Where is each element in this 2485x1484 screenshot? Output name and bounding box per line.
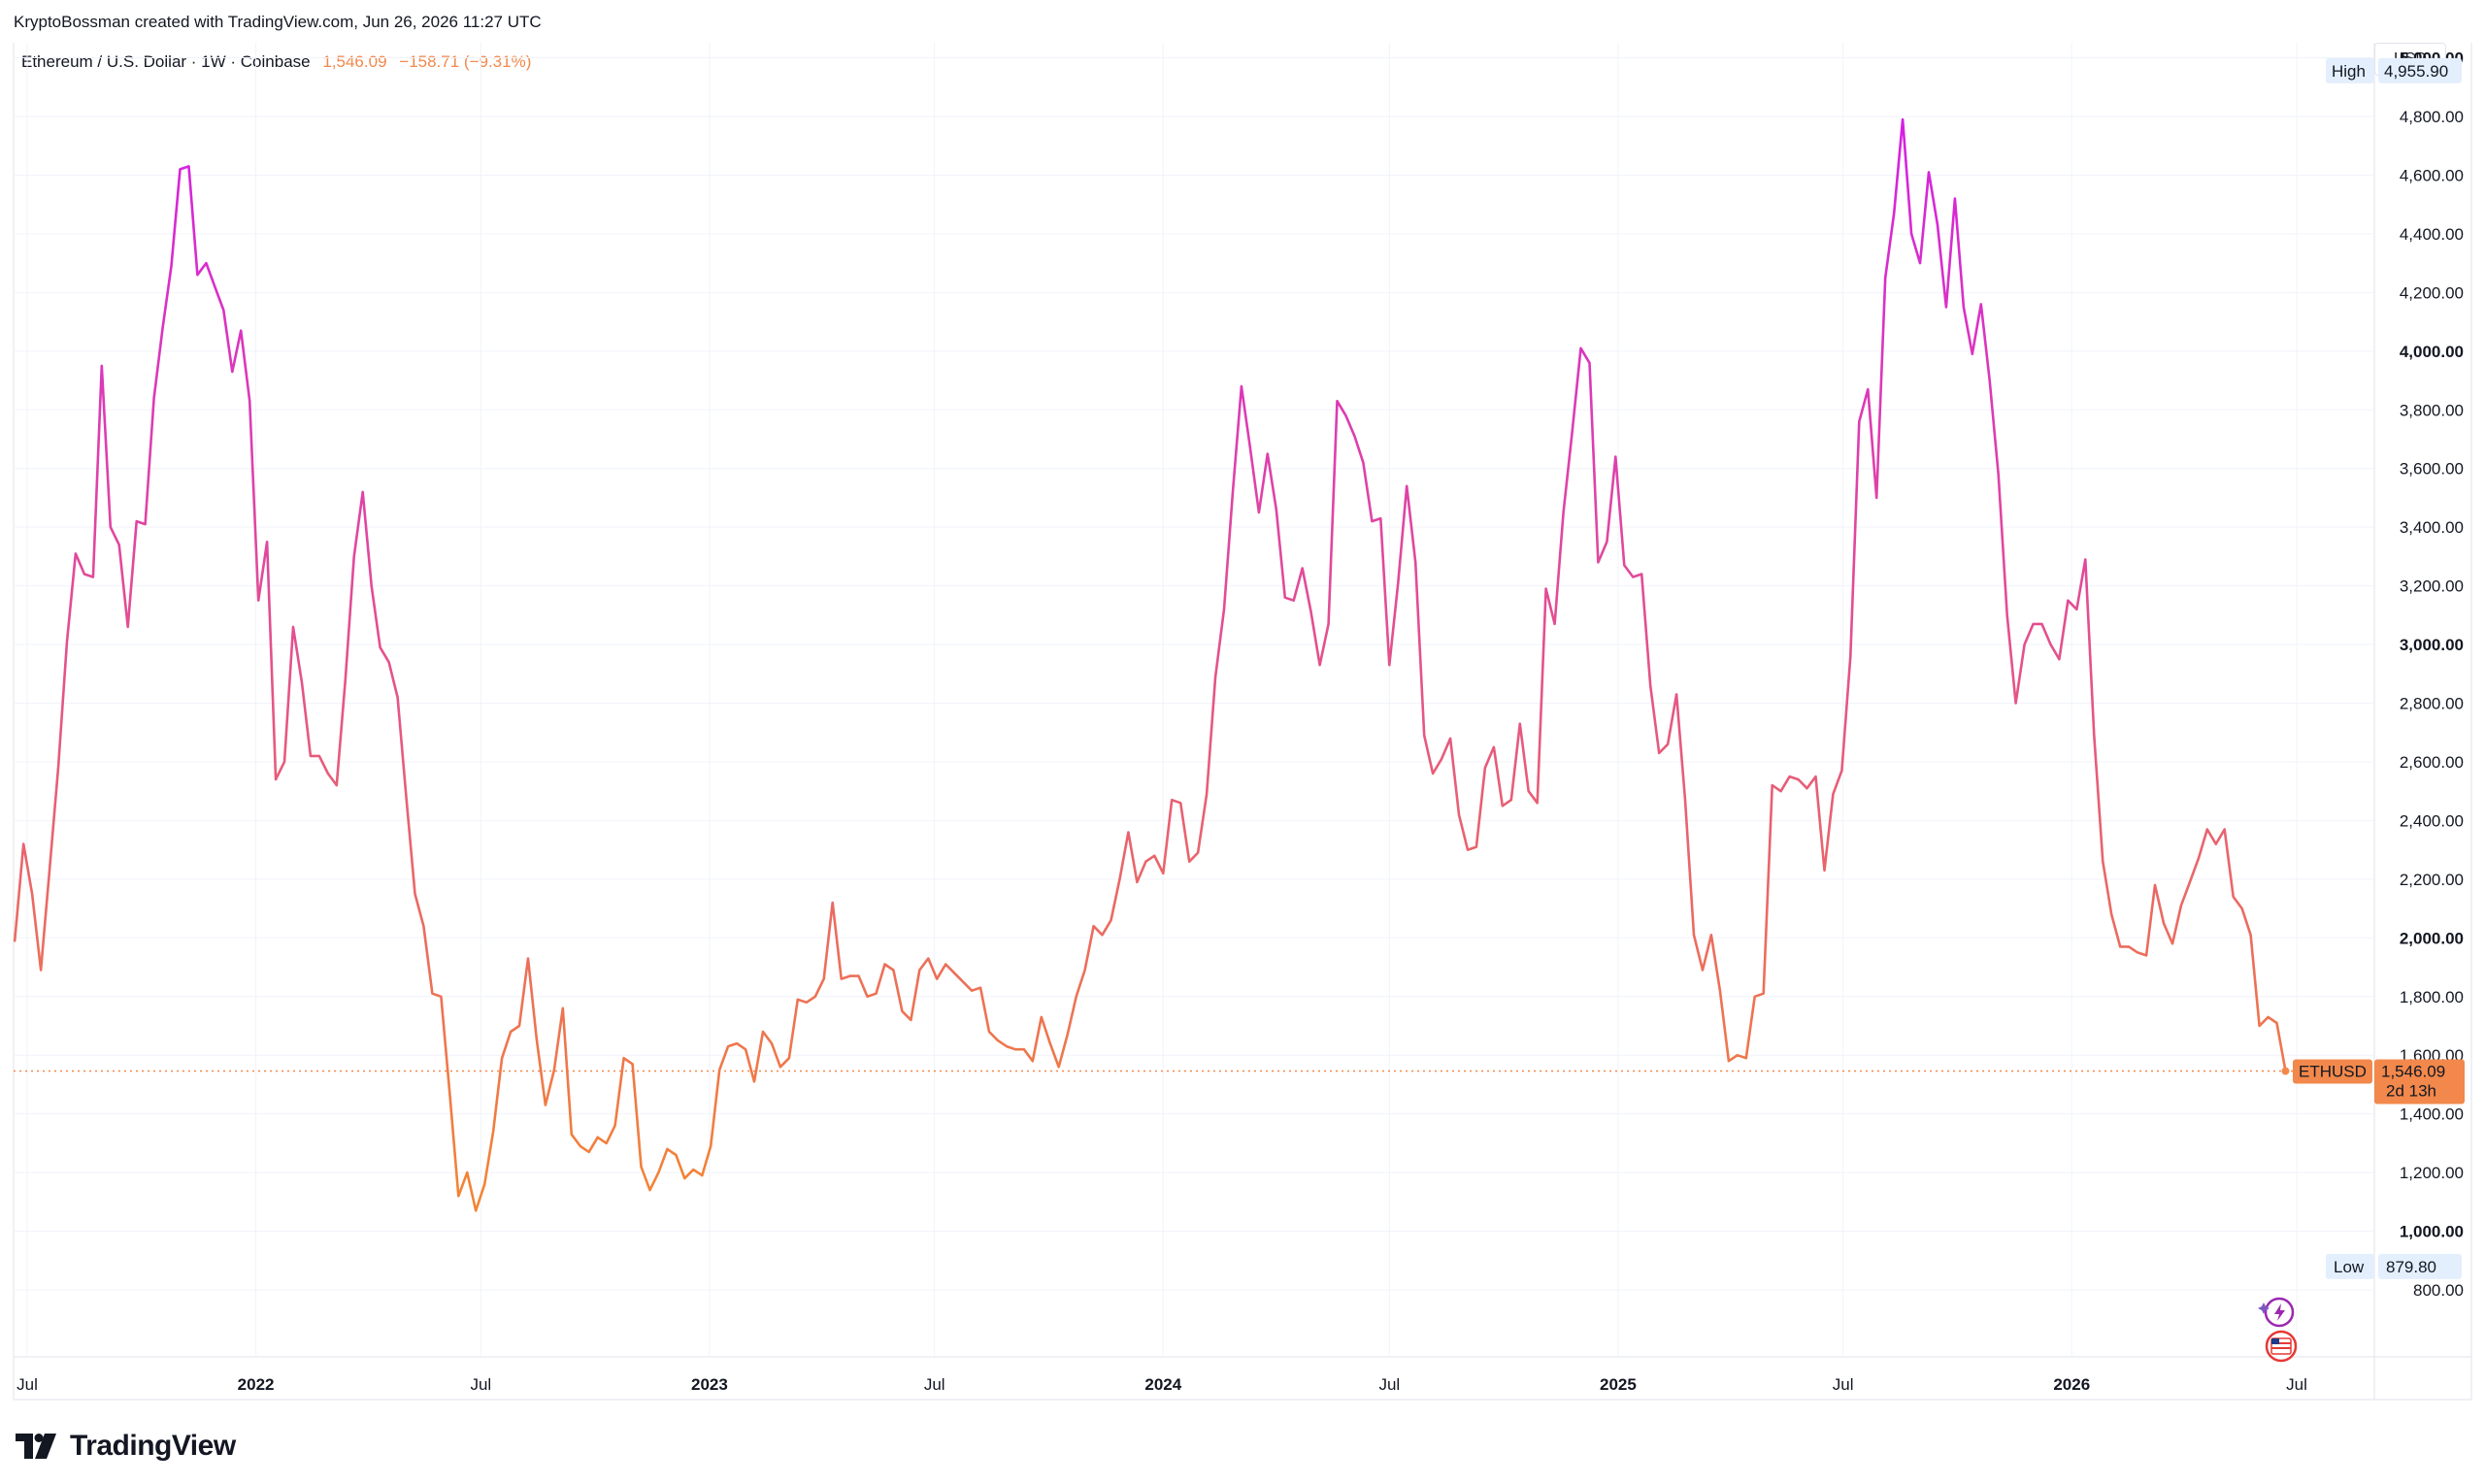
high-value: 4,955.90 (2384, 62, 2448, 81)
y-tick-label: 4,400.00 (2400, 225, 2464, 244)
x-tick-label: Jul (470, 1375, 491, 1394)
chart-frame (13, 43, 2472, 1401)
y-tick-label: 4,200.00 (2400, 283, 2464, 302)
x-tick-label: 2022 (238, 1375, 275, 1394)
x-tick-label: Jul (1833, 1375, 1854, 1394)
symbol-title: Ethereum / U.S. Dollar · 1W · Coinbase (21, 52, 311, 71)
price-change: −158.71 (−9.31%) (399, 52, 532, 71)
us-flag-icon[interactable] (2265, 1330, 2298, 1363)
x-tick-label: Jul (2286, 1375, 2307, 1394)
y-tick-label: 2,600.00 (2400, 753, 2464, 772)
x-tick-label: 2023 (691, 1375, 728, 1394)
low-value: 879.80 (2386, 1258, 2436, 1276)
y-tick-label: 2,800.00 (2400, 695, 2464, 713)
y-tick-label: 1,400.00 (2400, 1105, 2464, 1124)
price-axis[interactable]: 5,000.004,800.004,600.004,400.004,200.00… (2400, 49, 2464, 1300)
y-tick-label: 2,200.00 (2400, 871, 2464, 889)
series-line (13, 117, 2287, 1212)
last-price-value: 1,546.09 (2381, 1063, 2445, 1081)
y-tick-label: 3,600.00 (2400, 460, 2464, 478)
price-series (13, 117, 2290, 1212)
tradingview-logo-icon (16, 1434, 56, 1459)
y-tick-label: 4,800.00 (2400, 108, 2464, 126)
x-tick-label: 2025 (1600, 1375, 1637, 1394)
x-tick-label: Jul (1378, 1375, 1400, 1394)
brand[interactable]: TradingView (16, 1427, 236, 1466)
last-point (2281, 1067, 2290, 1075)
y-tick-label: 800.00 (2413, 1281, 2464, 1300)
symbol-tag-label: ETHUSD (2299, 1063, 2367, 1081)
y-tick-label: 1,000.00 (2400, 1223, 2464, 1241)
high-marker: High 4,955.90 (2326, 57, 2462, 83)
brand-name: TradingView (70, 1430, 236, 1462)
x-tick-label: Jul (17, 1375, 38, 1394)
x-tick-label: 2026 (2053, 1375, 2090, 1394)
x-tick-label: Jul (924, 1375, 945, 1394)
symbol-legend[interactable]: Ethereum / U.S. Dollar · 1W · Coinbase 1… (21, 52, 531, 72)
y-tick-label: 3,400.00 (2400, 518, 2464, 537)
grid-lines (14, 43, 2374, 1357)
y-tick-label: 2,000.00 (2400, 929, 2464, 947)
chart-credit: KryptoBossman created with TradingView.c… (14, 13, 542, 31)
high-label: High (2332, 62, 2366, 81)
y-tick-label: 1,800.00 (2400, 988, 2464, 1006)
last-price: 1,546.09 (322, 52, 387, 71)
y-tick-label: 4,600.00 (2400, 166, 2464, 184)
low-marker: Low 879.80 (2326, 1253, 2462, 1279)
low-label: Low (2334, 1258, 2365, 1276)
y-tick-label: 1,200.00 (2400, 1164, 2464, 1182)
y-tick-label: 3,000.00 (2400, 636, 2464, 654)
y-tick-label: 2,400.00 (2400, 811, 2464, 830)
lightning-icon[interactable] (2258, 1297, 2295, 1328)
y-tick-label: 3,800.00 (2400, 401, 2464, 419)
bar-countdown: 2d 13h (2386, 1082, 2436, 1101)
x-tick-label: 2024 (1144, 1375, 1181, 1394)
y-tick-label: 4,000.00 (2400, 343, 2464, 361)
time-axis[interactable]: Jul 2022 Jul 2023 Jul 2024 Jul 2025 Jul 2026 Jul (17, 1375, 2307, 1394)
y-tick-label: 3,200.00 (2400, 577, 2464, 596)
